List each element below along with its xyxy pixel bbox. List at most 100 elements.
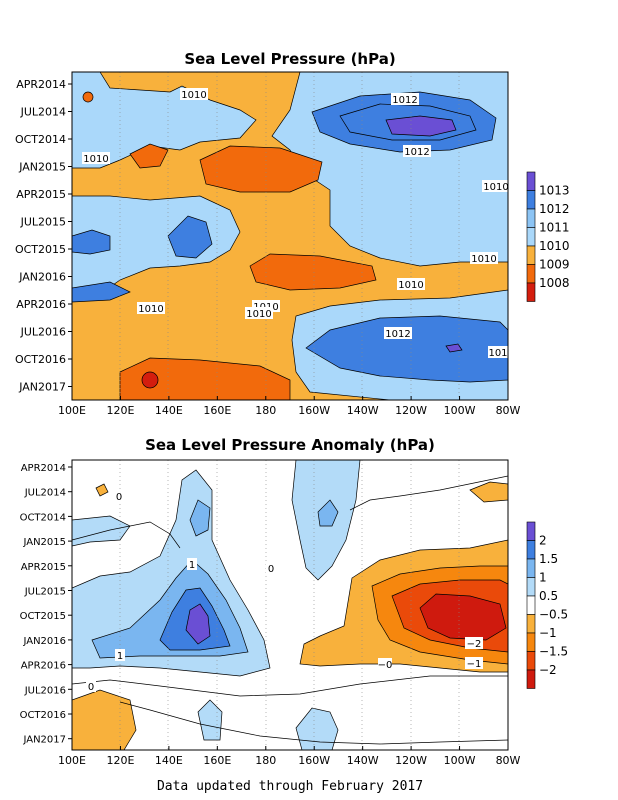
chart1-y-tick-label: JAN2017 xyxy=(18,381,66,394)
chart1-colorbar-label: 1010 xyxy=(539,239,570,253)
chart2-y-tick-label: APR2016 xyxy=(21,661,66,672)
chart2-contour-label-8: 0 xyxy=(88,682,94,693)
chart2-region-neg-small xyxy=(95,483,109,497)
chart2-y-tick-label: OCT2016 xyxy=(20,710,66,721)
chart2-colorbar-label: −1 xyxy=(539,626,557,640)
chart2-region-neg-nw xyxy=(72,689,137,750)
chart2-y-tick-label: OCT2014 xyxy=(20,512,66,523)
chart1-y-tick-label: JAN2015 xyxy=(18,161,66,174)
chart2-x-tick-label: 180 xyxy=(255,754,276,767)
chart2-contour-labels: 0 1 1 0 −0 −2 −1 0 xyxy=(86,490,483,693)
chart2-x-tick-label: 140E xyxy=(155,754,183,767)
chart2-zero-contours xyxy=(71,475,509,745)
chart1-x-tick-label: 160E xyxy=(203,404,231,417)
chart1-y-tick-label: OCT2016 xyxy=(15,353,66,366)
chart2-colorbar-label: −2 xyxy=(539,663,557,677)
chart2-y-tick-label: JUL2015 xyxy=(24,587,66,598)
chart1-y-tick-label: APR2014 xyxy=(16,78,66,91)
chart1-x-tick-label: 80W xyxy=(496,404,521,417)
chart2-contour-label-7: −1 xyxy=(467,659,482,670)
chart2-colorbar: 2 1.5 1 0.5 −0.5 −1 −1.5 −2 xyxy=(526,521,568,689)
chart2-y-tick-label: APR2014 xyxy=(21,463,66,474)
chart1-y-tick-label: JUL2015 xyxy=(20,216,66,229)
chart1-region-1011-south xyxy=(305,315,508,383)
chart1-title: Sea Level Pressure (hPa) xyxy=(184,50,395,68)
chart2-colorbar-swatch xyxy=(526,540,536,560)
chart1-region-1008-south xyxy=(141,371,159,389)
chart1-x-ticks: 100E 120E 140E 160E 180 160W 140W 120W 100W 80W xyxy=(58,396,521,417)
chart2-colorbar-swatch xyxy=(526,577,536,597)
chart1-contour-labels: 1010 1012 1012 1010 1010 1010 1010 1010 … xyxy=(82,88,510,359)
chart1-colorbar-swatch xyxy=(526,245,536,265)
chart2-contour-label-5: −0 xyxy=(378,660,393,671)
chart2-region-pos1-north xyxy=(189,499,211,537)
chart1-colorbar-label: 1012 xyxy=(539,202,570,216)
chart2-x-ticks: 100E 120E 140E 160E 180 160W 140W 120W 100W 80W xyxy=(58,746,521,767)
chart1-contour-label-6: 1010 xyxy=(471,254,496,265)
chart2-colorbar-swatch xyxy=(526,521,536,541)
chart1-region-1009-west xyxy=(199,145,323,193)
chart2-colorbar-label: 2 xyxy=(539,534,547,548)
chart1-region-1013-south xyxy=(445,343,463,353)
chart2-x-tick-label: 160W xyxy=(298,754,330,767)
chart2-colorbar-swatch xyxy=(526,595,536,615)
chart1-x-tick-label: 100W xyxy=(444,404,476,417)
chart1-y-tick-label: JUL2014 xyxy=(20,106,66,119)
chart1-x-tick-label: 120W xyxy=(395,404,427,417)
chart2-contour-label-2: 1 xyxy=(189,560,195,571)
chart2-colorbar-label: 0.5 xyxy=(539,589,558,603)
chart2-y-tick-label: APR2015 xyxy=(21,562,66,573)
chart2-y-tick-label: JAN2016 xyxy=(22,636,66,647)
chart2-colorbar-swatch xyxy=(526,558,536,578)
chart1-x-tick-label: 180 xyxy=(255,404,276,417)
chart2-colorbar-label: 1 xyxy=(539,571,547,585)
chart2-region-neg2 xyxy=(419,593,507,641)
chart2-x-tick-label: 160E xyxy=(203,754,231,767)
chart2-y-ticks: APR2014 JUL2014 OCT2014 JAN2015 APR2015 JUL20… xyxy=(20,463,72,746)
chart1-colorbar-swatch xyxy=(526,171,536,191)
chart1-contour-label-10: 1010 xyxy=(246,309,271,320)
chart1-region-1009-nw xyxy=(129,143,169,169)
chart2-y-tick-label: JAN2017 xyxy=(22,735,66,746)
chart1-contour-label-11: 1012 xyxy=(385,329,410,340)
chart1-x-tick-label: 160W xyxy=(298,404,330,417)
footer-text: Data updated through February 2017 xyxy=(157,779,423,794)
chart1-colorbar: 1013 1012 1011 1010 1009 1008 xyxy=(526,171,570,302)
chart1-colorbar-swatch xyxy=(526,264,536,284)
chart2-region-pos2 xyxy=(185,603,211,645)
chart1-x-tick-label: 140W xyxy=(347,404,379,417)
chart2-y-tick-label: JAN2015 xyxy=(22,537,66,548)
chart2-contour-label-3: 1 xyxy=(117,651,123,662)
chart1-colorbar-label: 1008 xyxy=(539,276,570,290)
chart2-colorbar-swatch xyxy=(526,651,536,671)
chart1-colorbar-label: 1011 xyxy=(539,221,570,235)
chart2-x-tick-label: 140W xyxy=(347,754,379,767)
chart2-colorbar-label: −1.5 xyxy=(539,645,568,659)
chart2-region-neg-ne xyxy=(469,481,508,503)
chart1-contour-label-2: 1012 xyxy=(392,95,417,106)
chart2-colorbar-swatch xyxy=(526,614,536,634)
chart1-x-tick-label: 120E xyxy=(106,404,134,417)
chart1-colorbar-swatch xyxy=(526,208,536,228)
chart1-region-1013-north xyxy=(385,115,457,137)
chart2-colorbar-swatch xyxy=(526,632,536,652)
chart1-colorbar-label: 1009 xyxy=(539,258,570,272)
chart1-contour-label-3: 1012 xyxy=(404,147,429,158)
chart1-y-tick-label: APR2016 xyxy=(16,298,66,311)
chart2-plot-area xyxy=(72,460,508,750)
chart1-region-1011-west-band xyxy=(72,229,111,255)
chart2-region-pos1-center xyxy=(317,499,339,527)
chart1-plot-area xyxy=(72,72,508,400)
chart1-region-1009-mid xyxy=(249,253,377,291)
chart1-region-1011-center xyxy=(167,215,213,259)
chart1-contour-label-7: 1010 xyxy=(398,280,423,291)
chart1-y-tick-label: JAN2016 xyxy=(18,271,66,284)
chart2-region-pos-south2 xyxy=(197,699,223,741)
chart1-frame xyxy=(71,71,509,401)
chart1-grid xyxy=(119,72,460,400)
chart2-x-tick-label: 100E xyxy=(58,754,86,767)
chart1-y-tick-label: APR2015 xyxy=(16,188,66,201)
chart1-y-ticks: APR2014 JUL2014 OCT2014 JAN2015 APR2015 JUL20… xyxy=(15,78,72,394)
chart2-frame xyxy=(71,459,509,751)
